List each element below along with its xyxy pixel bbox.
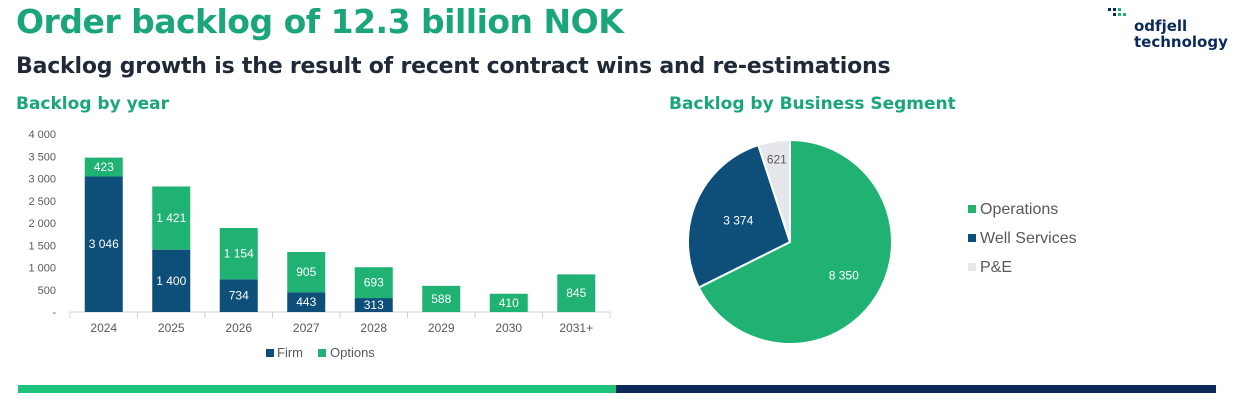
bar-firm-2027 [287, 292, 326, 312]
legend-label-segment: P&E [980, 259, 1012, 276]
bar-label-firm: 443 [296, 295, 316, 309]
x-tick-label: 2031+ [559, 321, 593, 335]
pie-label: 8 350 [829, 268, 859, 282]
bar-options-2024 [84, 157, 123, 177]
legend-swatch-segment [968, 234, 976, 242]
bar-label-options: 588 [431, 292, 451, 306]
bar-options-2029 [422, 285, 461, 312]
legend-label-segment: Operations [980, 201, 1058, 218]
x-tick-label: 2030 [495, 321, 522, 335]
legend-label-segment: Well Services [980, 230, 1077, 247]
page-title: Order backlog of 12.3 billion NOK [16, 2, 624, 41]
x-tick-label: 2024 [90, 321, 117, 335]
bar-firm-2028 [354, 298, 393, 312]
y-tick-label: 500 [38, 285, 56, 297]
legend-swatch-firm [266, 349, 274, 357]
x-tick-label: 2027 [293, 321, 320, 335]
bar-label-firm: 3 046 [89, 237, 119, 251]
y-tick-label: 3 500 [28, 151, 56, 163]
y-tick-label: 4 000 [28, 129, 56, 141]
bar-options-2027 [287, 252, 326, 293]
bar-label-options: 1 154 [224, 247, 254, 261]
bar-options-2030 [489, 293, 528, 312]
bar-label-options: 905 [296, 265, 316, 279]
x-tick-label: 2026 [225, 321, 252, 335]
bar-label-options: 410 [499, 296, 519, 310]
bar-options-2028 [354, 267, 393, 299]
bar-label-options: 845 [566, 286, 586, 300]
pie-slice-p-e [757, 138, 791, 243]
bar-label-options: 423 [94, 160, 114, 174]
y-tick-label: - [52, 307, 56, 319]
bar-options-2031+ [557, 274, 596, 312]
logo-text-line1: odfjell [1134, 17, 1188, 35]
bar-options-2025 [152, 186, 191, 250]
backlog-by-year-chart: - 500 1 000 1 500 2 000 2 500 3 000 3 500 4 000 3… [28, 129, 611, 360]
x-tick-label: 2028 [360, 321, 387, 335]
bar-label-firm: 313 [364, 298, 384, 312]
bar-firm-2026 [219, 279, 258, 312]
y-tick-label: 3 000 [28, 174, 56, 186]
bar-label-options: 693 [364, 276, 384, 290]
logo-text-line2: technology [1134, 33, 1228, 51]
pie-slice-well-services [687, 143, 792, 289]
bar-label-firm: 1 400 [156, 274, 186, 288]
pie-chart-title: Backlog by Business Segment [669, 94, 956, 114]
page-subtitle: Backlog growth is the result of recent c… [16, 54, 891, 79]
legend-swatch-segment [968, 205, 976, 213]
pie-label: 621 [767, 152, 787, 166]
bar-options-2026 [219, 227, 258, 280]
y-tick-label: 2 500 [28, 196, 56, 208]
x-tick-label: 2025 [158, 321, 185, 335]
y-tick-label: 1 000 [28, 263, 56, 275]
bar-firm-2024 [84, 176, 123, 312]
company-logo: odfjell technology [1108, 4, 1238, 52]
y-tick-label: 1 500 [28, 240, 56, 252]
y-tick-label: 2 000 [28, 218, 56, 230]
legend-label-options: Options [330, 345, 375, 360]
bar-firm-2025 [152, 249, 191, 312]
footer-bar-green [18, 385, 616, 393]
footer-bar-navy [616, 385, 1216, 393]
bar-label-firm: 734 [229, 289, 249, 303]
legend-swatch-options [318, 349, 326, 357]
bar-chart-title: Backlog by year [16, 94, 170, 114]
pie-label: 3 374 [723, 213, 753, 227]
backlog-by-segment-chart: 8 350 3 374 621 Operations Well Services P&E [687, 138, 1077, 345]
bar-label-options: 1 421 [156, 211, 186, 225]
pie-slice-operations [697, 138, 893, 345]
legend-label-firm: Firm [277, 345, 303, 360]
logo-dots-icon [1108, 8, 1126, 16]
x-tick-label: 2029 [428, 321, 455, 335]
legend-swatch-segment [968, 263, 976, 271]
